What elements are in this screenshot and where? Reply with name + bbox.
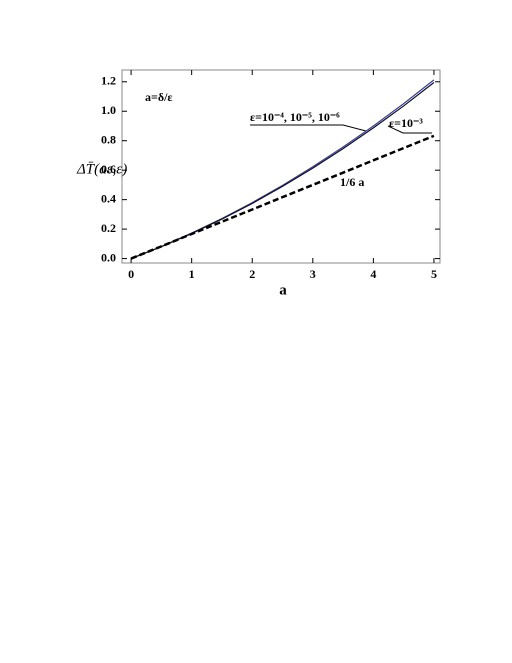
y-tick-label: 0.0 — [101, 250, 116, 264]
x-tick-label: 1 — [189, 267, 195, 281]
y-tick-label: 0.2 — [101, 221, 116, 235]
annotation: a=δ/ε — [145, 90, 173, 104]
x-tick-label: 2 — [249, 267, 255, 281]
x-tick-label: 3 — [310, 267, 316, 281]
y-tick-label: 0.6 — [101, 162, 116, 176]
x-tick-label: 0 — [128, 267, 134, 281]
y-tick-label: 1.2 — [101, 74, 116, 88]
plot-frame — [121, 69, 441, 264]
leader-line — [250, 124, 367, 132]
leader-line — [387, 125, 432, 134]
x-axis-label: a — [279, 282, 287, 298]
series-label: ε=10⁻⁴, 10⁻⁵, 10⁻⁶ — [250, 110, 340, 124]
x-tick-label: 4 — [370, 267, 376, 281]
y-tick-label: 0.4 — [101, 191, 116, 205]
series-line — [130, 134, 435, 260]
series-label: ε=10⁻³ — [389, 116, 423, 130]
y-tick-label: 1.0 — [101, 103, 116, 117]
series-label: 1/6 a — [340, 175, 364, 189]
y-tick-label: 0.8 — [101, 132, 116, 146]
y-axis-label: ΔT̄(aε,ε) — [76, 161, 127, 177]
x-tick-label: 5 — [431, 267, 437, 281]
series-line — [130, 79, 435, 260]
